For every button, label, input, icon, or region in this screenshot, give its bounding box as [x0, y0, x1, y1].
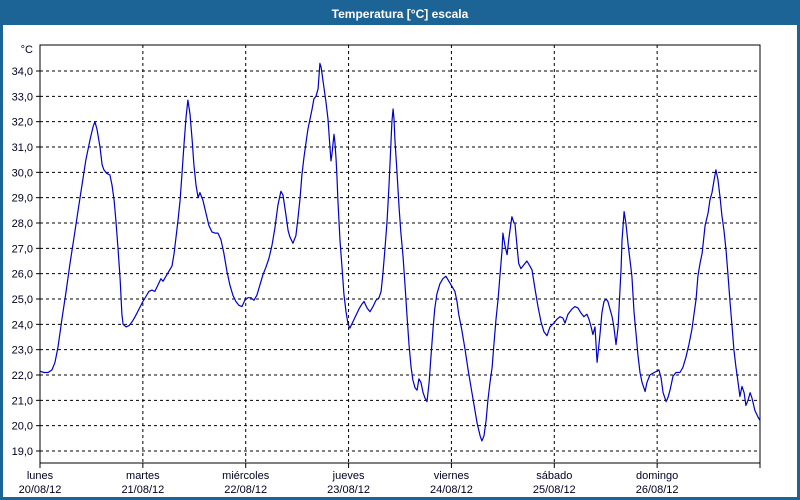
- x-axis-date-label: 23/08/12: [327, 484, 370, 496]
- x-axis-date-label: 20/08/12: [19, 484, 62, 496]
- x-axis-date-label: 24/08/12: [430, 484, 473, 496]
- plot-border: [39, 44, 761, 464]
- y-axis-label: 19,0: [12, 446, 33, 458]
- y-axis-label: 27,0: [12, 243, 33, 255]
- y-axis-label: 21,0: [12, 395, 33, 407]
- y-axis-unit-label: °C: [21, 44, 33, 56]
- x-axis-day-label: jueves: [332, 470, 365, 482]
- temperature-curve: [39, 62, 761, 442]
- x-axis-date-label: 21/08/12: [121, 484, 164, 496]
- x-axis-date-label: 22/08/12: [224, 484, 267, 496]
- y-axis-label: 29,0: [12, 193, 33, 205]
- x-axis-day-label: viernes: [434, 470, 470, 482]
- x-axis-date-label: 25/08/12: [533, 484, 576, 496]
- y-axis-label: 22,0: [12, 370, 33, 382]
- x-axis-date-label: 26/08/12: [636, 484, 679, 496]
- temperature-chart: 34,0 33,0 32,0 31,0 30,0 29,0 28,0 27,0 26,0 25,0…: [12, 44, 761, 496]
- window-titlebar: Temperatura [°C] escala: [3, 3, 797, 25]
- x-axis-day-label: martes: [126, 470, 160, 482]
- y-axis-label: 33,0: [12, 91, 33, 103]
- x-axis-day-label: sábado: [536, 470, 572, 482]
- y-axis-label: 28,0: [12, 218, 33, 230]
- x-axis-day-label: domingo: [636, 470, 678, 482]
- y-axis-label: 32,0: [12, 117, 33, 129]
- y-axis-label: 26,0: [12, 269, 33, 281]
- y-axis-label: 30,0: [12, 167, 33, 179]
- y-axis-label: 25,0: [12, 294, 33, 306]
- y-axis-label: 24,0: [12, 319, 33, 331]
- x-axis-day-label: miércoles: [222, 470, 270, 482]
- chart-title: Temperatura [°C] escala: [331, 7, 469, 21]
- y-axis-label: 20,0: [12, 421, 33, 433]
- y-axis-label: 31,0: [12, 142, 33, 154]
- chart-wrap: 34,0 33,0 32,0 31,0 30,0 29,0 28,0 27,0 26,0 25,0…: [3, 25, 797, 497]
- x-axis-day-label: lunes: [27, 470, 54, 482]
- y-axis-label: 34,0: [12, 66, 33, 78]
- y-axis-label: 23,0: [12, 345, 33, 357]
